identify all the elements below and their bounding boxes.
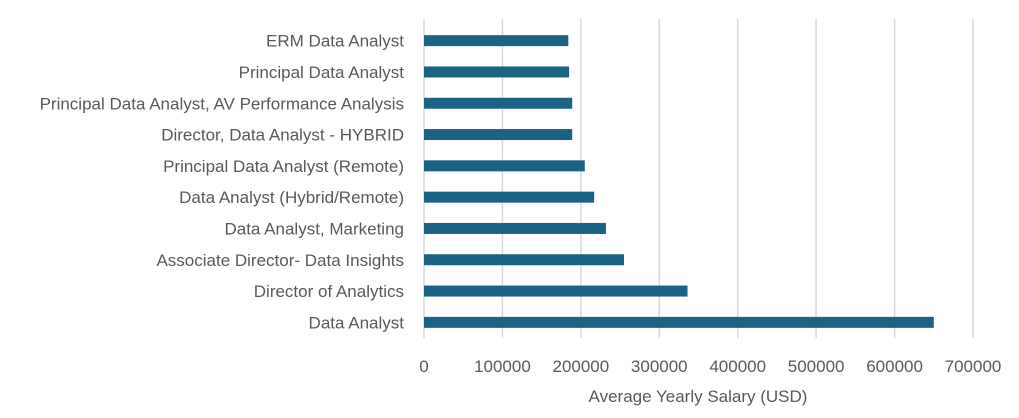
x-tick-label: 400000 [709,357,766,376]
x-axis-title: Average Yearly Salary (USD) [589,387,808,406]
category-label: Director, Data Analyst - HYBRID [161,126,404,145]
category-label: Data Analyst [309,313,405,332]
category-label: Principal Data Analyst, AV Performance A… [40,94,404,113]
bars [424,35,934,328]
bar [424,129,573,141]
bar [424,66,570,78]
bar [424,285,688,297]
category-label: Associate Director- Data Insights [156,251,404,270]
x-tick-label: 0 [419,357,428,376]
bar [424,97,573,109]
category-label: Director of Analytics [254,282,404,301]
category-label: Data Analyst, Marketing [224,219,404,238]
x-tick-label: 300000 [631,357,688,376]
bar [424,222,606,234]
category-label: Data Analyst (Hybrid/Remote) [179,188,404,207]
category-label: Principal Data Analyst (Remote) [163,157,404,176]
x-tick-labels: 0 100000 200000 300000 400000 500000 600000 700… [419,357,1001,376]
category-labels: ERM Data Analyst Principal Data Analyst Pr… [40,32,405,333]
bar [424,191,595,203]
x-tick-label: 200000 [552,357,609,376]
x-tick-label: 600000 [866,357,923,376]
x-tick-label: 700000 [945,357,1002,376]
category-label: Principal Data Analyst [239,63,405,82]
category-label: ERM Data Analyst [266,32,404,51]
bar [424,160,585,172]
x-tick-label: 100000 [474,357,531,376]
bar [424,35,569,47]
bar [424,316,934,328]
x-tick-label: 500000 [788,357,845,376]
bar [424,254,624,266]
